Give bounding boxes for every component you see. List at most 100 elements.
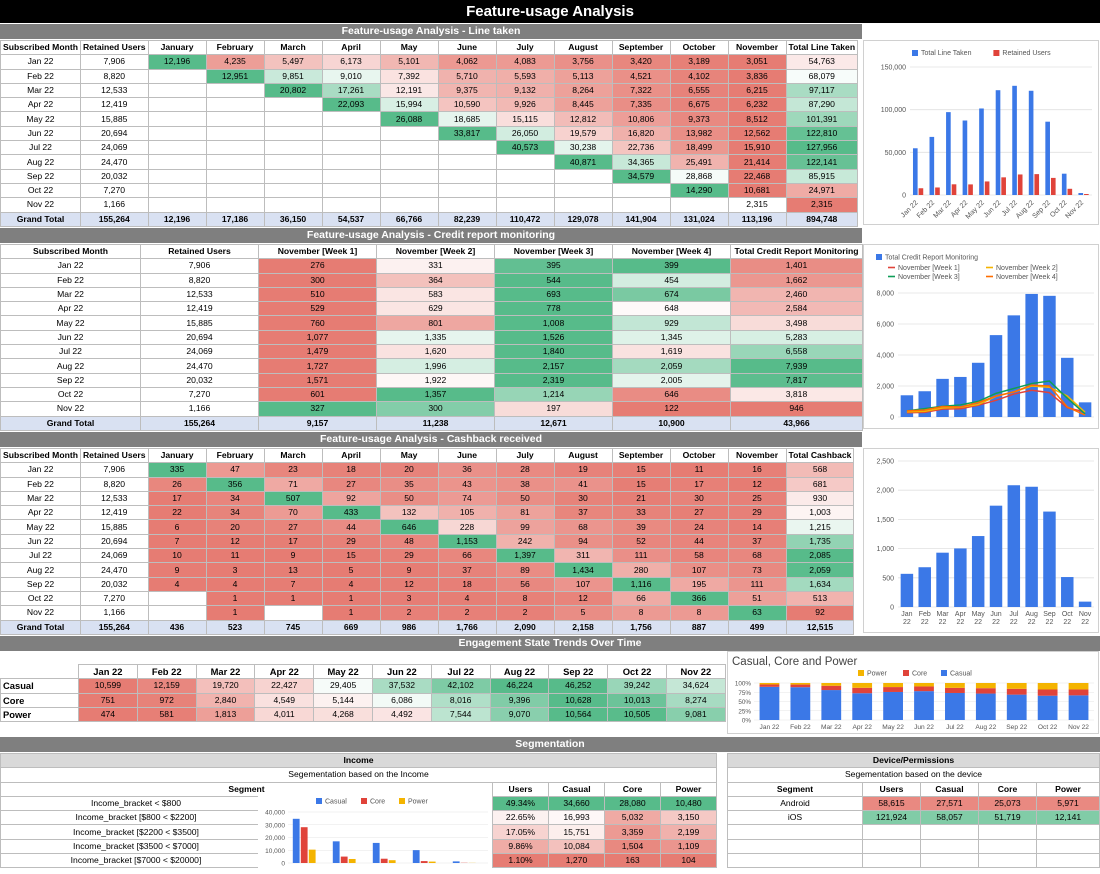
bar-total-cashback <box>1078 601 1092 607</box>
table-cell <box>205 97 265 113</box>
bar-income-power <box>388 860 396 863</box>
table-cell: 3 <box>205 562 265 578</box>
table-cell <box>147 182 207 199</box>
table-cell: 242 <box>495 533 555 550</box>
table-cell: 1,727 <box>258 358 377 374</box>
credit-report-table: Subscribed Month Retained Users November [… <box>0 243 863 431</box>
table-cell: 1 <box>263 590 323 607</box>
table-cell: Nov 22 <box>0 197 81 213</box>
column-header: November [Week 3] <box>494 243 613 260</box>
legend-label: November [Week 1] <box>898 265 960 272</box>
table-cell: 335 <box>147 462 207 478</box>
total-cell: 141,904 <box>611 211 671 227</box>
column-header: November [Week 4] <box>612 243 731 260</box>
table-row: Feb 22 8,820 300 364 544 454 1,662 <box>0 272 863 288</box>
table-cell: 1,116 <box>611 576 671 592</box>
stacked-bar-power <box>1068 683 1089 690</box>
column-header: July <box>495 447 555 464</box>
credit-report-chart: Total Credit Report Monitoring November [… <box>863 244 1099 429</box>
table-row: Jan 22 7,906 335 47 23 18 20 36 28 19 15 11 16 568 <box>0 462 855 478</box>
stacked-bar-core <box>790 684 811 688</box>
table-cell: 1,345 <box>612 329 731 346</box>
device-subtitle: Segementation based on the device <box>727 767 1100 783</box>
column-header: October <box>669 39 729 56</box>
table-row: Jun 22 20,694 7 12 17 29 48 1,153 242 94 52 44 37 1,7… <box>0 533 855 550</box>
table-cell: 27 <box>669 505 729 521</box>
table-cell: 10,013 <box>607 692 667 708</box>
table-cell: 20,802 <box>263 82 323 99</box>
table-cell: 693 <box>494 286 613 303</box>
table-cell: 5 <box>553 605 613 621</box>
table-cell: 778 <box>494 301 613 317</box>
total-cell: 10,900 <box>612 415 731 431</box>
bar-total-cashback <box>1025 486 1038 607</box>
y-tick-label: 50,000 <box>885 150 907 157</box>
table-cell: 22,427 <box>254 678 315 694</box>
total-row: Grand Total 155,264 12,196 17,186 36,150 54,5… <box>0 211 859 227</box>
table-cell: 2,315 <box>727 197 787 213</box>
table-cell <box>553 182 613 199</box>
table-cell: 12,951 <box>205 68 265 84</box>
table-cell <box>611 182 671 199</box>
table-cell: Sep 22 <box>0 576 81 592</box>
table-cell: 3,150 <box>660 810 717 826</box>
table-cell: 9,375 <box>437 82 497 99</box>
table-cell: 42,102 <box>430 678 491 694</box>
table-cell: Oct 22 <box>0 590 81 607</box>
total-cell: 66,766 <box>379 211 439 227</box>
table-cell: 8,264 <box>553 82 613 99</box>
table-cell: 4,011 <box>254 706 315 723</box>
chart-title: Casual, Core and Power <box>732 656 857 668</box>
column-header: Users <box>492 781 549 797</box>
table-row: Aug 22 24,470 9 3 13 5 9 37 89 1,434 280 107 73 2,059 <box>0 562 855 578</box>
table-cell <box>379 125 439 142</box>
table-cell <box>205 197 265 213</box>
engagement-table: Jan 22 Feb 22 Mar 22 Apr 22 May 22 Jun 22 Jul … <box>0 663 726 723</box>
table-cell: 10,681 <box>727 182 787 199</box>
column-header: April <box>321 447 381 464</box>
table-cell: Sep 22 <box>0 168 81 184</box>
stacked-bar-casual <box>821 690 842 720</box>
table-row: Sep 22 20,032 1,571 1,922 2,319 2,005 7,817 <box>0 372 863 388</box>
table-cell: 18,499 <box>669 140 729 156</box>
bar-retained-users <box>935 187 940 195</box>
table-cell: 5,971 <box>1036 795 1100 812</box>
column-header: Feb 22 <box>136 663 197 680</box>
table-row: Jun 22 20,694 1,077 1,335 1,526 1,345 5,283 <box>0 329 863 346</box>
table-cell: 38 <box>495 476 555 492</box>
table-cell: 15,885 <box>79 519 149 535</box>
x-tick-label: Oct <box>1062 611 1073 618</box>
table-cell: 11 <box>669 462 729 478</box>
table-row: Feb 22 8,820 12,951 9,851 9,010 7,392 5,710 5,5… <box>0 68 859 84</box>
x-tick-label: Aug 22 <box>975 724 996 731</box>
total-cell: 155,264 <box>79 211 149 227</box>
legend-swatch <box>912 50 918 56</box>
table-cell: 4,102 <box>669 68 729 84</box>
table-cell: 14,290 <box>669 182 729 199</box>
line-taken-title: Feature-usage Analysis - Line taken <box>0 24 862 39</box>
table-cell: 29 <box>321 533 381 550</box>
table-cell: 1,922 <box>376 372 495 388</box>
table-row: Oct 22 7,270 14,290 10,681 24,971 <box>0 182 859 199</box>
table-cell: 1,434 <box>553 562 613 578</box>
table-cell: 66 <box>437 548 497 564</box>
table-cell: 19,720 <box>195 678 256 694</box>
total-cell: 894,748 <box>785 211 859 227</box>
x-tick-label: Apr <box>955 611 967 618</box>
table-cell: 47 <box>205 462 265 478</box>
table-cell: 52 <box>611 533 671 550</box>
total-cell: Grand Total <box>0 619 81 635</box>
x-tick-label: Jan 22 <box>760 724 780 731</box>
table-cell: Aug 22 <box>0 562 81 578</box>
legend-label: November [Week 4] <box>996 274 1058 281</box>
table-cell: 1,813 <box>195 706 256 723</box>
table-cell: 39,242 <box>607 678 667 694</box>
segment-label: Income_bracket [$3500 < $7000] <box>73 840 199 851</box>
table-cell <box>611 197 671 213</box>
x-tick-label: Jul <box>1009 611 1018 618</box>
bar-income-core <box>380 858 388 863</box>
table-cell: 1,634 <box>785 576 855 592</box>
total-cell: Grand Total <box>0 211 81 227</box>
table-cell: 1,215 <box>785 519 855 535</box>
table-cell: 94 <box>553 533 613 550</box>
